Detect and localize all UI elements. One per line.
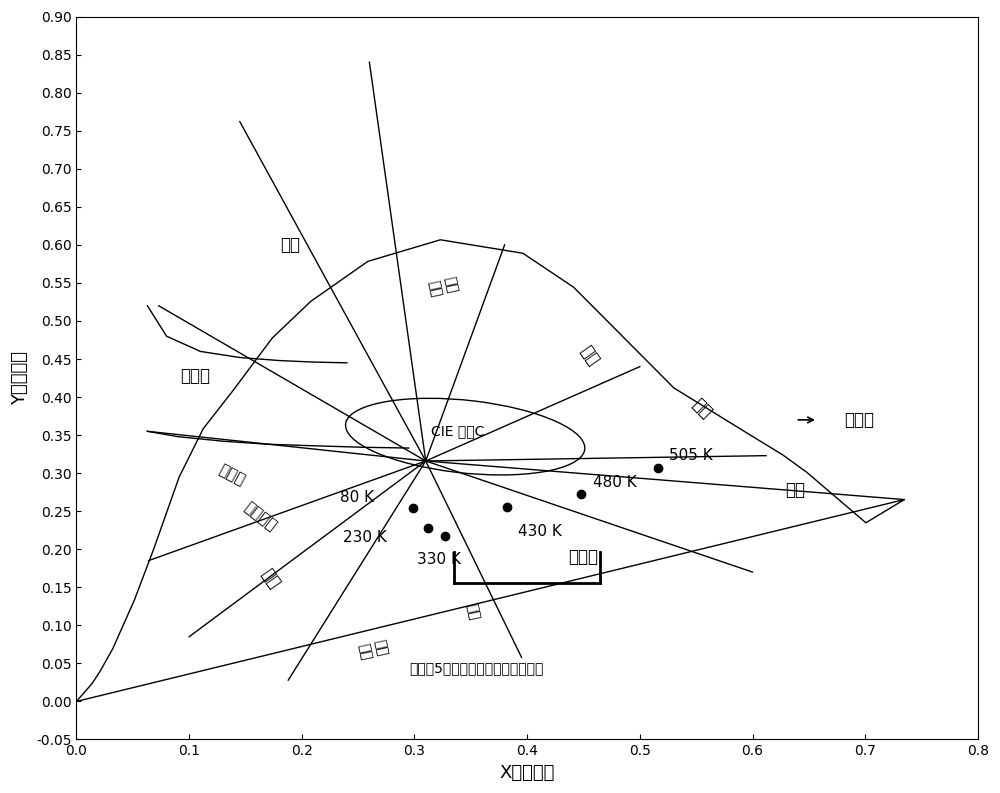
Text: 橙红色: 橙红色 xyxy=(845,411,875,429)
Text: 黄色: 黄色 xyxy=(576,342,602,369)
Text: 430 K: 430 K xyxy=(518,524,562,539)
Text: 红紫色: 红紫色 xyxy=(568,548,598,566)
Text: 青绿色: 青绿色 xyxy=(180,366,210,385)
Text: 蓝绿色: 蓝绿色 xyxy=(216,462,248,488)
Text: 红色: 红色 xyxy=(785,481,805,499)
Text: CIE 光源C: CIE 光源C xyxy=(431,424,484,439)
Text: 橙色: 橙色 xyxy=(688,395,715,422)
Text: 80 K: 80 K xyxy=(340,490,374,505)
Text: 330 K: 330 K xyxy=(417,553,461,568)
Y-axis label: Y色度坐标: Y色度坐标 xyxy=(11,351,29,405)
Text: 505 K: 505 K xyxy=(669,448,713,463)
Text: 黄绿
橙绿: 黄绿 橙绿 xyxy=(426,275,459,298)
Text: 480 K: 480 K xyxy=(593,475,636,490)
Text: 紫色
蔷薇: 紫色 蔷薇 xyxy=(356,638,389,661)
X-axis label: X色度坐标: X色度坐标 xyxy=(499,764,555,782)
Text: 绿色: 绿色 xyxy=(281,236,301,254)
Text: 蓝色: 蓝色 xyxy=(257,565,283,592)
Text: 紫红: 紫红 xyxy=(464,602,482,621)
Text: 230 K: 230 K xyxy=(343,530,387,545)
Text: 实施例5样品随温度变化的发光颜色: 实施例5样品随温度变化的发光颜色 xyxy=(409,661,544,676)
Text: 深蓝绿色: 深蓝绿色 xyxy=(241,500,279,534)
